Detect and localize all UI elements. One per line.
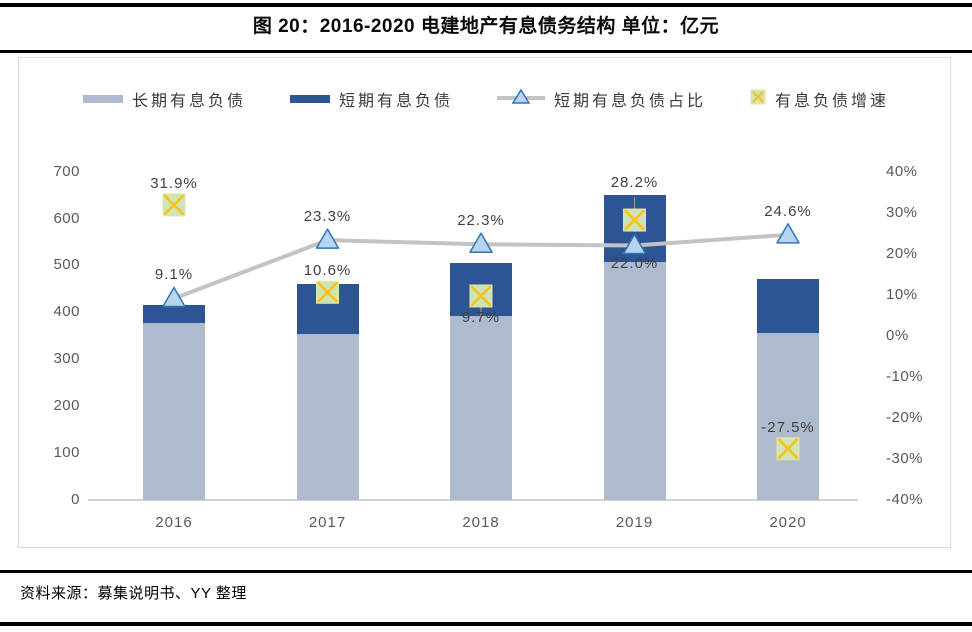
legend-label: 长期有息负债	[131, 93, 246, 110]
ratio-data-label: 23.3%	[303, 208, 352, 226]
bar-segment-long-term	[296, 333, 359, 500]
short-debt-swatch-icon	[289, 90, 330, 108]
source-top-rule	[0, 570, 972, 573]
ratio-data-label: 22.3%	[457, 212, 505, 230]
y-axis-right-tick: -10%	[886, 367, 924, 385]
growth-data-label: 31.9%	[150, 174, 198, 192]
bar-segment-long-term	[757, 333, 819, 500]
bar-segment-short-term	[143, 305, 205, 324]
y-axis-left-tick: 0	[71, 491, 80, 508]
y-axis-left-tick: 200	[53, 397, 80, 415]
legend-item-short-debt-ratio: 短期有息负债占比	[497, 87, 706, 111]
y-axis-right-tick: -40%	[886, 491, 924, 508]
ratio-data-label: 9.1%	[154, 266, 194, 284]
y-axis-left-tick: 500	[53, 256, 80, 274]
y-axis-right-tick: -20%	[886, 408, 924, 426]
legend-label: 短期有息负债占比	[554, 93, 707, 110]
legend-item-short-debt: 短期有息负债	[289, 87, 453, 111]
y-axis-right-tick: 40%	[886, 162, 918, 180]
y-axis-left-tick: 700	[53, 162, 80, 180]
source-note: 资料来源：募集说明书、YY 整理	[20, 585, 247, 602]
bar-segment-long-term	[603, 262, 666, 500]
y-axis-right-tick: -30%	[886, 449, 924, 467]
legend-item-long-debt: 长期有息负债	[82, 87, 246, 111]
x-axis-category-label: 2019	[615, 514, 654, 531]
legend-item-debt-growth: 有息负债增速	[750, 87, 889, 111]
y-axis-right-tick: 20%	[886, 244, 918, 262]
y-axis-right-tick: 30%	[886, 203, 918, 221]
bar-segment-short-term	[757, 279, 819, 334]
legend-label: 短期有息负债	[338, 93, 453, 110]
ratio-data-label: 22.0%	[610, 255, 659, 273]
top-rule	[0, 3, 972, 7]
bar-segment-long-term	[450, 315, 512, 500]
figure-title: 图 20：2016-2020 电建地产有息债务结构 单位：亿元	[252, 16, 720, 37]
y-axis-left-tick: 400	[53, 303, 80, 321]
chart-legend: 长期有息负债 短期有息负债 短期有息负债占比 有息负债增速	[0, 86, 972, 112]
growth-data-label: 28.2%	[610, 174, 659, 192]
growth-data-label: -27.5%	[761, 418, 815, 436]
legend-label: 有息负债增速	[775, 93, 890, 110]
y-axis-right-tick: 10%	[886, 285, 918, 303]
bar-segment-long-term	[143, 323, 205, 500]
bar-segment-short-term	[603, 195, 666, 263]
x-marker-icon	[750, 89, 766, 110]
x-axis-line	[88, 499, 858, 501]
long-debt-swatch-icon	[82, 90, 123, 108]
bottom-rule	[0, 622, 972, 626]
growth-data-label: 10.6%	[303, 262, 352, 280]
y-axis-left-tick: 600	[53, 209, 80, 227]
y-axis-right-tick: 0%	[886, 326, 909, 344]
x-axis-category-label: 2017	[308, 514, 347, 531]
bar-segment-short-term	[296, 283, 359, 334]
x-axis-category-label: 2018	[462, 514, 500, 531]
y-axis-left-tick: 300	[53, 350, 80, 368]
line-triangle-icon	[497, 88, 545, 111]
ratio-data-label: 24.6%	[764, 202, 812, 220]
bar-segment-short-term	[450, 262, 512, 316]
title-bottom-rule	[0, 50, 972, 53]
x-axis-category-label: 2020	[769, 514, 807, 531]
y-axis-left-tick: 100	[53, 444, 80, 462]
growth-data-label: 9.7%	[461, 308, 501, 326]
x-axis-category-label: 2016	[155, 514, 193, 531]
